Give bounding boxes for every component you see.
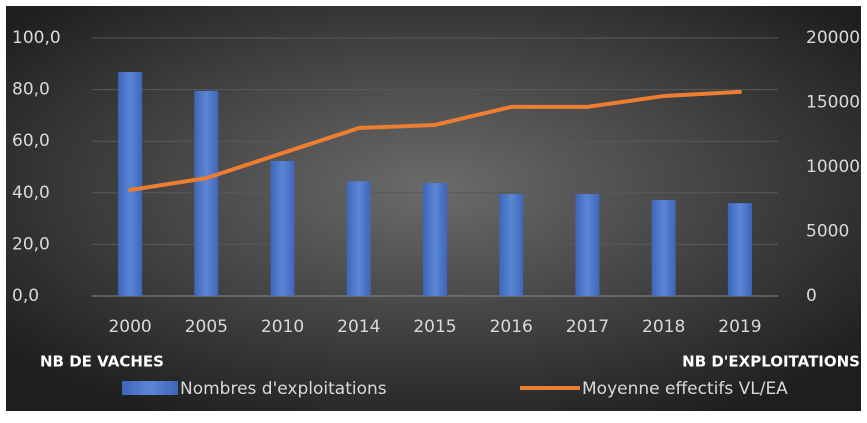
bar bbox=[118, 72, 143, 296]
y-tick-label: 80,0 bbox=[12, 80, 50, 100]
x-tick-label: 2014 bbox=[337, 317, 380, 337]
bar bbox=[575, 194, 600, 296]
y2-tick-label: 20000 bbox=[806, 28, 860, 48]
x-tick-label: 2018 bbox=[642, 317, 685, 337]
bar bbox=[270, 160, 295, 296]
bar bbox=[346, 181, 371, 296]
y-tick-label: 60,0 bbox=[12, 131, 50, 151]
bar bbox=[194, 90, 219, 296]
x-tick-label: 2019 bbox=[718, 317, 761, 337]
x-tick-label: 2017 bbox=[566, 317, 609, 337]
y-tick-label: 40,0 bbox=[12, 183, 50, 203]
y2-tick-label: 0 bbox=[806, 286, 817, 306]
y-tick-label: 20,0 bbox=[12, 234, 50, 254]
x-tick-label: 2015 bbox=[413, 317, 456, 337]
y-tick-label: 100,0 bbox=[12, 28, 61, 48]
legend-label: Moyenne effectifs VL/EA bbox=[582, 379, 788, 399]
bar bbox=[651, 200, 676, 296]
x-tick-label: 2016 bbox=[490, 317, 533, 337]
y-tick-label: 0,0 bbox=[12, 286, 39, 306]
legend-swatch bbox=[122, 381, 178, 395]
y2-tick-label: 10000 bbox=[806, 157, 860, 177]
y-axis-title: NB DE VACHES bbox=[40, 353, 164, 371]
x-tick-label: 2000 bbox=[108, 317, 151, 337]
x-tick-label: 2010 bbox=[261, 317, 304, 337]
x-tick-label: 2005 bbox=[185, 317, 228, 337]
y2-tick-label: 15000 bbox=[806, 93, 860, 113]
line bbox=[128, 89, 742, 192]
y2-axis-title: NB D'EXPLOITATIONS bbox=[682, 353, 860, 371]
bar bbox=[423, 182, 447, 296]
y2-tick-label: 5000 bbox=[806, 222, 849, 242]
bar bbox=[499, 194, 524, 296]
bar bbox=[727, 203, 752, 296]
legend-label: Nombres d'exploitations bbox=[180, 379, 387, 399]
